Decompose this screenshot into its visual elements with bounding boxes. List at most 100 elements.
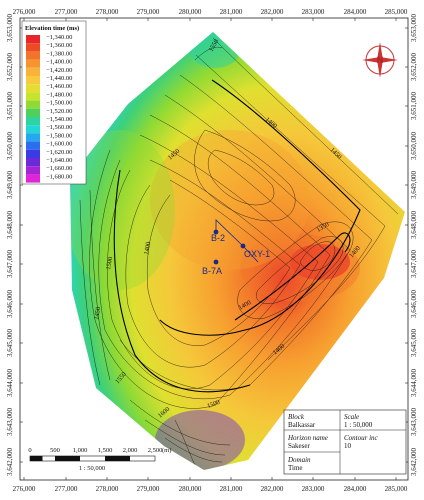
horizon-value: Sakeser — [288, 442, 310, 450]
legend-label: −1,500.00 — [46, 100, 72, 107]
legend-label: −1,620.00 — [46, 149, 72, 156]
legend-swatch — [26, 158, 40, 167]
well-marker — [213, 229, 219, 235]
easting-tick-label: 283,000 — [302, 8, 325, 16]
legend-swatch — [26, 166, 40, 175]
scale-tick-label: 2,500 — [148, 447, 163, 454]
legend-label: −1,380.00 — [46, 50, 72, 57]
legend-swatch — [26, 76, 40, 85]
northing-tick-label: 3,651,000 — [6, 92, 14, 121]
block-value: Balkassar — [288, 421, 316, 429]
northing-tick-label: 3,651,000 — [410, 92, 418, 121]
easting-tick-label: 280,000 — [179, 8, 202, 16]
block-title: Block — [288, 413, 305, 421]
well-marker — [213, 259, 219, 265]
legend-swatch — [26, 100, 40, 109]
well-marker — [240, 243, 246, 249]
northing-tick-label: 3,650,000 — [6, 132, 14, 161]
easting-tick-label: 276,000 — [13, 8, 36, 16]
legend-label: −1,600.00 — [46, 141, 72, 148]
scale-tick-label: 500 — [50, 447, 60, 454]
left-northing-ticks: 3,653,000 3,652,000 3,651,000 3,650,000 3,64… — [6, 14, 23, 477]
scale-tick-label: (m) — [162, 447, 171, 454]
legend-swatch — [26, 141, 40, 150]
northing-tick-label: 3,645,000 — [6, 329, 14, 358]
legend-swatch — [26, 43, 40, 52]
north-arrow: N — [362, 42, 398, 78]
easting-tick-label: 284,000 — [344, 8, 367, 16]
legend-label: −1,420.00 — [46, 67, 72, 74]
legend-label: −1,680.00 — [46, 173, 72, 180]
legend-swatch — [26, 59, 40, 68]
easting-tick-label: 277,000 — [55, 485, 78, 493]
northing-tick-label: 3,645,000 — [410, 329, 418, 358]
legend-swatch — [26, 174, 40, 183]
northing-tick-label: 3,643,000 — [410, 408, 418, 437]
scale-tick-label: 1,000 — [73, 447, 88, 454]
northing-tick-label: 3,649,000 — [6, 171, 14, 200]
legend-label: −1,340.00 — [46, 34, 72, 41]
legend-swatch — [26, 149, 40, 158]
legend-swatch — [26, 51, 40, 60]
northing-tick-label: 3,652,000 — [410, 53, 418, 82]
scale-title: Scale — [344, 413, 359, 421]
easting-tick-label: 281,000 — [220, 485, 243, 493]
right-northing-ticks: 3,653,000 3,652,000 3,651,000 3,650,000 3,64… — [405, 14, 418, 477]
contour-inc-value: 10 — [344, 442, 352, 450]
well-label: B-2 — [211, 233, 225, 243]
contour-label: 1500 — [206, 399, 221, 410]
easting-tick-label: 281,000 — [220, 8, 243, 16]
easting-tick-label: 285,000 — [385, 485, 408, 493]
northing-tick-label: 3,649,000 — [410, 171, 418, 200]
contour-label: 1450 — [93, 306, 102, 320]
scale-ratio: 1 : 50,000 — [79, 465, 105, 472]
northing-tick-label: 3,653,000 — [6, 14, 14, 43]
scale-tick-label: 2,000 — [123, 447, 138, 454]
legend-swatch — [26, 133, 40, 142]
legend-swatch — [26, 67, 40, 76]
northing-tick-label: 3,653,000 — [410, 14, 418, 43]
wells: B-2 OXY-1 B-7A — [202, 229, 270, 276]
legend-swatch — [26, 108, 40, 117]
easting-tick-label: 282,000 — [261, 485, 284, 493]
legend-label: −1,560.00 — [46, 124, 72, 131]
legend-label: −1,660.00 — [46, 165, 72, 172]
legend-swatch — [26, 125, 40, 134]
easting-tick-label: 277,000 — [55, 8, 78, 16]
northing-tick-label: 3,644,000 — [410, 369, 418, 398]
northing-tick-label: 3,642,000 — [6, 448, 14, 477]
easting-tick-label: 283,000 — [302, 485, 325, 493]
northing-tick-label: 3,644,000 — [6, 369, 14, 398]
scale-tick-label: 0 — [28, 447, 31, 454]
northing-tick-label: 3,647,000 — [410, 250, 418, 279]
legend-swatch — [26, 117, 40, 126]
northing-tick-label: 3,652,000 — [6, 53, 14, 82]
scale-value: 1 : 50,000 — [344, 421, 373, 429]
easting-tick-label: 278,000 — [96, 485, 119, 493]
top-easting-ticks: 276,000 277,000 278,000 279,000 280,000 281,0… — [13, 8, 408, 21]
northing-tick-label: 3,650,000 — [410, 132, 418, 161]
well-label: OXY-1 — [244, 249, 270, 259]
legend-label: −1,360.00 — [46, 42, 72, 49]
easting-tick-label: 279,000 — [137, 485, 160, 493]
northing-tick-label: 3,642,000 — [410, 448, 418, 477]
legend-label: −1,400.00 — [46, 59, 72, 66]
scale-bar: 0 500 1,000 1,500 2,000 2,500 (m) 1 : 50,000 — [28, 447, 171, 472]
info-box: Block Balkassar Scale 1 : 50,000 Horizon… — [283, 409, 407, 475]
legend-label: −1,520.00 — [46, 108, 72, 115]
north-label: N — [377, 55, 384, 65]
easting-tick-label: 284,000 — [344, 485, 367, 493]
legend-swatch — [26, 35, 40, 44]
well-label: B-7A — [202, 266, 222, 276]
northing-tick-label: 3,647,000 — [6, 250, 14, 279]
bottom-easting-ticks: 276,000 277,000 278,000 279,000 280,000 281,0… — [13, 477, 408, 493]
legend-label: −1,440.00 — [46, 75, 72, 82]
domain-value: Time — [288, 464, 303, 472]
horizon-title: Horizon name — [287, 434, 328, 442]
legend-label: −1,480.00 — [46, 91, 72, 98]
legend-swatch — [26, 84, 40, 93]
legend-title: Elevation time (ms) — [25, 25, 79, 32]
legend-label: −1,460.00 — [46, 83, 72, 90]
northing-tick-label: 3,646,000 — [410, 290, 418, 319]
